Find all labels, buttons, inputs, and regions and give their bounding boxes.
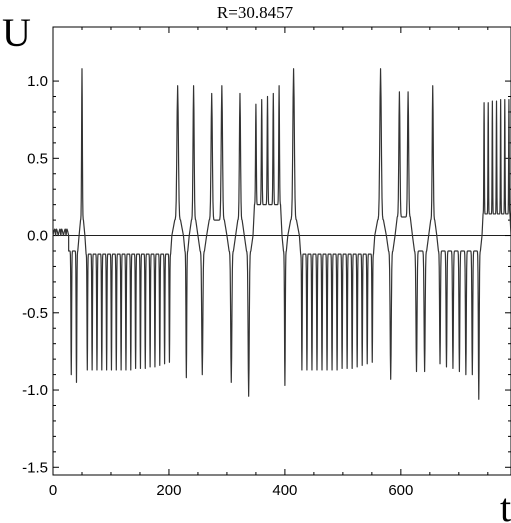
- y-tick-label: -0.5: [22, 305, 48, 322]
- y-tick-label: -1.0: [22, 382, 48, 399]
- x-tick-label: 400: [272, 482, 297, 499]
- x-tick-label: 200: [156, 482, 181, 499]
- y-tick-label: 1.0: [27, 73, 48, 90]
- x-tick-label: 0: [49, 482, 57, 499]
- y-tick-label: 0.5: [27, 150, 48, 167]
- y-tick-label: -1.5: [22, 459, 48, 476]
- y-axis-label: U: [2, 10, 31, 55]
- y-tick-label: 0.0: [27, 228, 48, 245]
- series-u-line: [53, 69, 511, 400]
- chart-title: R=30.8457: [217, 3, 294, 22]
- x-axis-label: t: [500, 485, 511, 523]
- x-tick-label: 600: [388, 482, 413, 499]
